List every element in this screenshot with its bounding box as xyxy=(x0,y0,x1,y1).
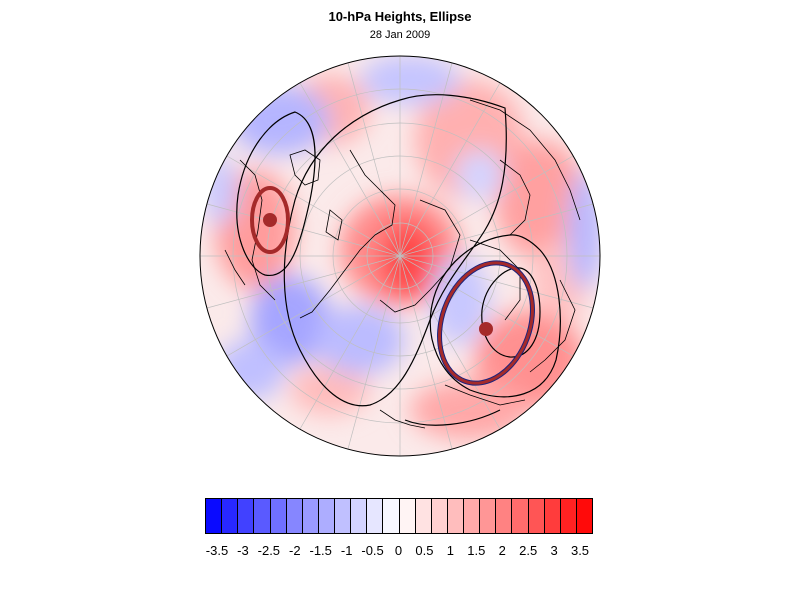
contour-3 xyxy=(429,234,561,398)
colorbar-tick-label: -3 xyxy=(237,543,249,558)
colorbar-tick-label: 1 xyxy=(446,543,454,558)
colorbar-tick-label: -2 xyxy=(289,543,301,558)
colorbar-swatch xyxy=(238,499,255,533)
height-contours xyxy=(236,94,561,426)
colorbar-tick-label: 3.5 xyxy=(570,543,590,558)
colorbar-swatch xyxy=(560,499,577,533)
ellipse-outline-west xyxy=(250,186,290,254)
ellipse-outline-east xyxy=(438,261,534,385)
colorbar-swatch xyxy=(367,499,384,533)
map-title: 10-hPa Heights, Ellipse xyxy=(328,9,472,24)
colorbar-swatch xyxy=(318,499,335,533)
colorbar-swatch xyxy=(464,499,481,533)
colorbar-swatch xyxy=(480,499,497,533)
colorbar-tick-label: 0.5 xyxy=(415,543,434,558)
colorbar-tick-label: -2.5 xyxy=(257,543,281,558)
map-border xyxy=(199,55,601,457)
contour-5 xyxy=(404,409,501,426)
colorbar-swatch xyxy=(431,499,448,533)
contour-4 xyxy=(481,267,541,358)
map-date: 28 Jan 2009 xyxy=(369,29,431,41)
ellipse-east xyxy=(437,260,535,386)
colorbar-swatch xyxy=(512,499,529,533)
colorbar-tick-label: -3.5 xyxy=(205,543,229,558)
colorbar-swatch xyxy=(286,499,303,533)
ellipse-west xyxy=(250,186,290,254)
colorbar-swatch xyxy=(351,499,368,533)
coastlines xyxy=(224,99,581,429)
colorbar-tick-label: 2.5 xyxy=(519,543,538,558)
colorbar-swatch xyxy=(399,499,416,533)
colorbar-swatch xyxy=(335,499,352,533)
colorbar-swatch xyxy=(415,499,432,533)
colorbar-swatch xyxy=(576,499,592,533)
colorbar-swatch xyxy=(206,499,223,533)
ellipse-center-west xyxy=(263,213,277,227)
colorbar-tick-label: -1 xyxy=(340,543,353,558)
graticule xyxy=(200,56,600,456)
contour-2 xyxy=(283,94,507,407)
colorbar-swatch xyxy=(496,499,513,533)
colorbar-tick-label: 0 xyxy=(394,543,403,558)
colorbar-tick-label: -1.5 xyxy=(309,543,332,558)
colorbar-swatch xyxy=(222,499,239,533)
colorbar-swatch xyxy=(383,499,400,533)
colorbar xyxy=(205,498,593,534)
colorbar-tick-label: 2 xyxy=(498,543,506,558)
colorbar-tick-label: -0.5 xyxy=(361,543,384,558)
colorbar-swatch xyxy=(447,499,464,533)
ellipse-center-east xyxy=(479,322,493,336)
colorbar-tick-label: 3 xyxy=(550,543,558,558)
colorbar-labels: -3.5 -3 -2.5 -2 -1.5 -1 -0.5 0 0.5 1 1.5 2 2.5 3 3.5 xyxy=(205,543,593,561)
colorbar-swatch xyxy=(544,499,561,533)
colorbar-tick-label: 1.5 xyxy=(467,543,486,558)
colorbar-swatch xyxy=(254,499,271,533)
colorbar-swatch xyxy=(270,499,287,533)
colorbar-swatch xyxy=(528,499,545,533)
colorbar-swatch xyxy=(302,499,319,533)
